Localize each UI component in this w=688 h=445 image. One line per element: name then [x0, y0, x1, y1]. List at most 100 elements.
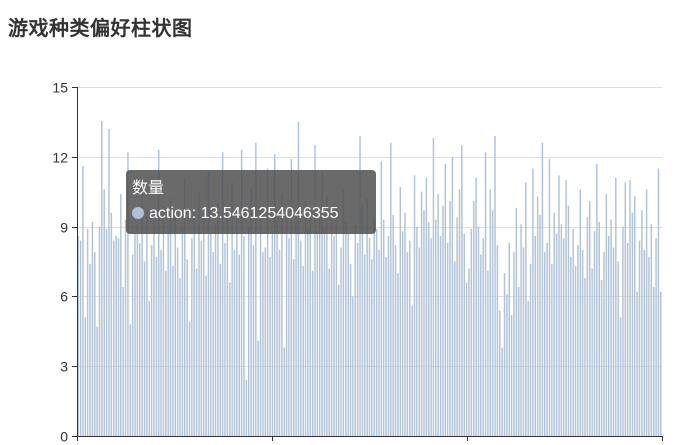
bar[interactable] — [373, 217, 375, 436]
bar[interactable] — [558, 175, 560, 436]
bar[interactable] — [532, 168, 534, 436]
bar[interactable] — [354, 224, 357, 436]
bar[interactable] — [129, 324, 132, 436]
bar[interactable] — [179, 277, 181, 436]
bar[interactable] — [520, 224, 522, 436]
bar[interactable] — [195, 268, 198, 436]
bar[interactable] — [482, 238, 484, 436]
bar[interactable] — [226, 214, 229, 436]
bar[interactable] — [378, 249, 380, 436]
bar[interactable] — [172, 266, 174, 436]
bar[interactable] — [416, 226, 418, 436]
bar[interactable] — [546, 242, 548, 436]
bar[interactable] — [409, 240, 411, 436]
bar[interactable] — [544, 252, 546, 436]
bar[interactable] — [501, 347, 503, 436]
bar[interactable] — [191, 238, 193, 436]
bar[interactable] — [82, 166, 84, 437]
bar[interactable] — [127, 152, 129, 436]
bar[interactable] — [470, 228, 473, 436]
bar[interactable] — [124, 219, 127, 436]
bar[interactable] — [577, 245, 579, 436]
bar[interactable] — [269, 256, 271, 436]
bar[interactable] — [406, 252, 409, 436]
bar[interactable] — [539, 214, 541, 436]
bar[interactable] — [657, 168, 660, 436]
bar[interactable] — [319, 212, 321, 436]
bar[interactable] — [494, 135, 496, 437]
bar[interactable] — [638, 240, 641, 436]
bar[interactable] — [300, 240, 302, 436]
bar[interactable] — [214, 224, 217, 436]
bar[interactable] — [165, 270, 167, 436]
bar[interactable] — [593, 231, 596, 436]
bar[interactable] — [337, 284, 340, 436]
bar[interactable] — [207, 170, 210, 436]
bar[interactable] — [591, 268, 593, 436]
bar[interactable] — [643, 249, 645, 436]
bar[interactable] — [522, 247, 525, 436]
bar[interactable] — [281, 194, 283, 436]
bar[interactable] — [513, 252, 515, 436]
bar[interactable] — [79, 240, 82, 436]
bar[interactable] — [292, 259, 295, 436]
bar[interactable] — [257, 340, 259, 436]
bar[interactable] — [541, 142, 544, 436]
bar[interactable] — [117, 238, 120, 436]
bar[interactable] — [335, 207, 338, 436]
bar[interactable] — [356, 242, 359, 436]
bar[interactable] — [491, 210, 494, 436]
bar[interactable] — [184, 177, 186, 437]
bar[interactable] — [84, 317, 87, 436]
bar[interactable] — [548, 159, 551, 436]
bar[interactable] — [233, 249, 236, 436]
bar[interactable] — [316, 231, 319, 436]
bar[interactable] — [333, 235, 335, 436]
bar[interactable] — [96, 326, 98, 436]
bar[interactable] — [525, 182, 527, 436]
bar[interactable] — [330, 217, 333, 436]
bar[interactable] — [304, 201, 307, 436]
bar[interactable] — [311, 270, 314, 436]
bar[interactable] — [397, 273, 399, 436]
bar[interactable] — [368, 238, 371, 436]
bar[interactable] — [229, 282, 231, 436]
bar[interactable] — [404, 212, 406, 436]
bar[interactable] — [345, 221, 347, 436]
bar[interactable] — [589, 201, 591, 436]
bar[interactable] — [465, 282, 468, 436]
bar[interactable] — [94, 252, 96, 436]
bar[interactable] — [463, 233, 465, 436]
bar[interactable] — [255, 142, 257, 436]
bar[interactable] — [181, 226, 184, 436]
bar[interactable] — [380, 161, 383, 436]
bar[interactable] — [598, 221, 600, 436]
bar[interactable] — [567, 205, 570, 436]
bar[interactable] — [626, 242, 629, 436]
bar[interactable] — [579, 189, 582, 436]
bar[interactable] — [565, 180, 567, 436]
bar[interactable] — [392, 214, 394, 436]
bar[interactable] — [480, 254, 482, 436]
bar[interactable] — [120, 194, 122, 436]
bar[interactable] — [288, 238, 290, 436]
bar[interactable] — [108, 128, 110, 436]
bar[interactable] — [458, 189, 461, 436]
bar[interactable] — [259, 212, 262, 436]
bar[interactable] — [266, 168, 269, 436]
bar[interactable] — [186, 259, 188, 436]
bar[interactable] — [236, 210, 238, 436]
bar[interactable] — [217, 203, 219, 436]
bar[interactable] — [139, 242, 141, 436]
bar[interactable] — [366, 198, 368, 436]
bar[interactable] — [188, 321, 191, 436]
bar[interactable] — [193, 207, 195, 436]
bar[interactable] — [224, 242, 226, 436]
bar[interactable] — [134, 233, 136, 436]
bar[interactable] — [423, 210, 425, 436]
bar[interactable] — [361, 205, 364, 436]
bar[interactable] — [499, 310, 501, 436]
bar[interactable] — [631, 212, 634, 436]
bar[interactable] — [506, 294, 508, 436]
bar[interactable] — [131, 254, 134, 436]
